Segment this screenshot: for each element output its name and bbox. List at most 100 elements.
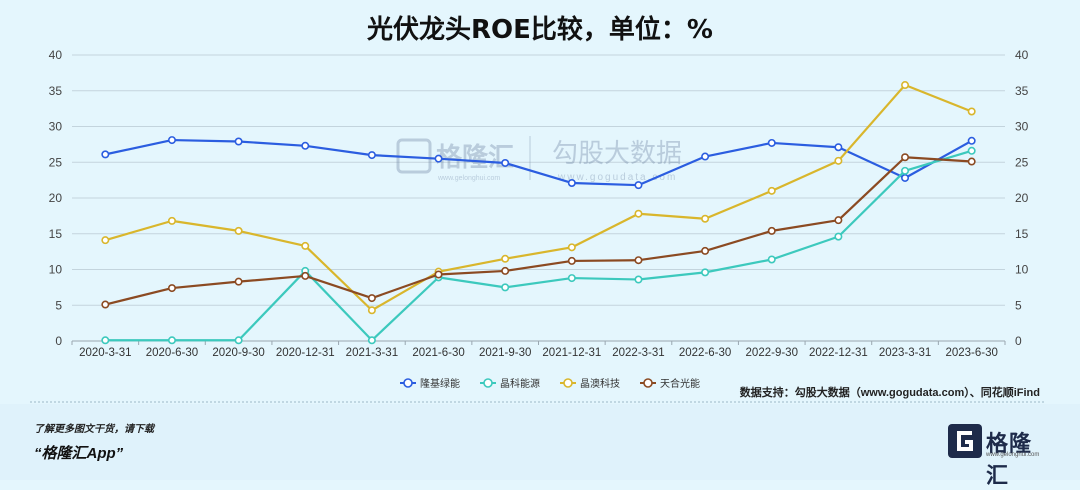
- x-tick-label: 2020-9-30: [212, 347, 264, 359]
- x-tick-label: 2021-12-31: [542, 347, 601, 359]
- data-point: [301, 141, 310, 150]
- y-tick-label-left: 10: [49, 263, 63, 277]
- y-tick-label-left: 20: [49, 191, 63, 205]
- x-tick-label: 2020-12-31: [276, 347, 335, 359]
- series-天合光能: [101, 153, 976, 309]
- legend-label: 晶澳科技: [580, 377, 620, 390]
- data-point: [301, 241, 310, 250]
- chart-title: 光伏龙头ROE比较，单位：%: [366, 14, 713, 45]
- data-point: [101, 300, 110, 309]
- data-point: [967, 136, 976, 145]
- data-point: [167, 216, 176, 225]
- x-tick-label: 2021-3-31: [346, 347, 398, 359]
- x-tick-label: 2023-3-31: [879, 347, 931, 359]
- data-point: [767, 255, 776, 264]
- grid: 0 0 5 5 10 10 15 15 20 20 25 25 30 30 35 35 40 40 2020-3-3…: [49, 48, 1029, 359]
- data-point: [101, 150, 110, 159]
- data-point: [634, 275, 643, 284]
- y-tick-label-left: 35: [49, 84, 63, 98]
- data-point: [301, 271, 310, 280]
- legend-item: 天合光能: [640, 377, 700, 390]
- data-point: [167, 336, 176, 345]
- watermark: 格隆汇 www.gelonghui.com 勾股大数据 www.gogudata…: [396, 136, 682, 183]
- legend-item: 晶科能源: [480, 377, 540, 390]
- y-tick-label-left: 25: [49, 155, 63, 169]
- y-tick-label-right: 30: [1015, 120, 1029, 134]
- chart: 光伏龙头ROE比较，单位：% 0 0 5 5 10 10 15 15 20 20 25 25 30 30 3…: [30, 14, 1045, 403]
- data-point: [634, 209, 643, 218]
- data-point: [834, 232, 843, 241]
- legend-item: 隆基绿能: [400, 377, 460, 390]
- data-point: [901, 153, 910, 162]
- data-point: [434, 270, 443, 279]
- x-tick-label: 2020-3-31: [79, 347, 131, 359]
- x-tick-label: 2022-3-31: [612, 347, 664, 359]
- legend-label: 天合光能: [660, 377, 700, 390]
- data-point: [701, 268, 710, 277]
- data-point: [501, 254, 510, 263]
- data-point: [167, 284, 176, 293]
- brand-name: 格隆汇: [986, 431, 1033, 488]
- data-point: [701, 214, 710, 223]
- data-point: [501, 266, 510, 275]
- x-tick-label: 2020-6-30: [146, 347, 198, 359]
- data-point: [367, 294, 376, 303]
- legend-item: 晶澳科技: [560, 377, 620, 390]
- data-point: [701, 246, 710, 255]
- footer-app-name: “格隆汇App”: [34, 445, 124, 462]
- data-point: [434, 154, 443, 163]
- x-tick-label: 2023-6-30: [945, 347, 997, 359]
- y-tick-label-left: 15: [49, 227, 63, 241]
- data-point: [234, 226, 243, 235]
- legend-label: 隆基绿能: [420, 377, 460, 390]
- data-point: [901, 173, 910, 182]
- data-point: [567, 274, 576, 283]
- legend-marker: [403, 378, 413, 388]
- data-point: [367, 151, 376, 160]
- data-point: [501, 283, 510, 292]
- data-point: [101, 236, 110, 245]
- series-line: [105, 138, 973, 187]
- legend-marker: [643, 378, 653, 388]
- x-tick-label: 2022-12-31: [809, 347, 868, 359]
- y-tick-label-right: 35: [1015, 84, 1029, 98]
- data-point: [634, 181, 643, 190]
- data-point: [567, 178, 576, 187]
- data-point: [967, 107, 976, 116]
- watermark-domain1: www.gelonghui.com: [437, 175, 500, 182]
- watermark-domain2: www.gogudata.com: [557, 172, 677, 183]
- series-晶科能源: [101, 146, 976, 345]
- y-tick-label-right: 10: [1015, 263, 1029, 277]
- data-point: [967, 157, 976, 166]
- x-tick-label: 2022-9-30: [746, 347, 798, 359]
- data-point: [567, 256, 576, 265]
- data-point: [101, 336, 110, 345]
- y-tick-label-right: 0: [1015, 334, 1022, 348]
- data-point: [901, 166, 910, 175]
- data-point: [834, 156, 843, 165]
- legend: 隆基绿能 晶科能源 晶澳科技 天合光能: [400, 377, 700, 390]
- y-tick-label-right: 40: [1015, 48, 1029, 62]
- data-point: [701, 152, 710, 161]
- series-line: [105, 83, 973, 312]
- data-point: [167, 136, 176, 145]
- data-point: [367, 336, 376, 345]
- x-tick-label: 2022-6-30: [679, 347, 731, 359]
- source-note: 数据支持：勾股大数据（www.gogudata.com）、同花顺iFind: [740, 385, 1040, 399]
- x-tick-label: 2021-9-30: [479, 347, 531, 359]
- data-point: [834, 216, 843, 225]
- data-point: [967, 146, 976, 155]
- data-point: [234, 137, 243, 146]
- y-tick-label-left: 5: [55, 298, 62, 312]
- y-tick-label-right: 5: [1015, 298, 1022, 312]
- data-point: [501, 158, 510, 167]
- brand-domain: www.gelonghui.com: [986, 452, 1040, 458]
- data-point: [901, 81, 910, 90]
- legend-label: 晶科能源: [500, 377, 540, 390]
- data-point: [767, 138, 776, 147]
- data-point: [234, 277, 243, 286]
- series-layer: [101, 81, 976, 345]
- data-point: [767, 226, 776, 235]
- y-tick-label-right: 20: [1015, 191, 1029, 205]
- series-晶澳科技: [101, 81, 976, 315]
